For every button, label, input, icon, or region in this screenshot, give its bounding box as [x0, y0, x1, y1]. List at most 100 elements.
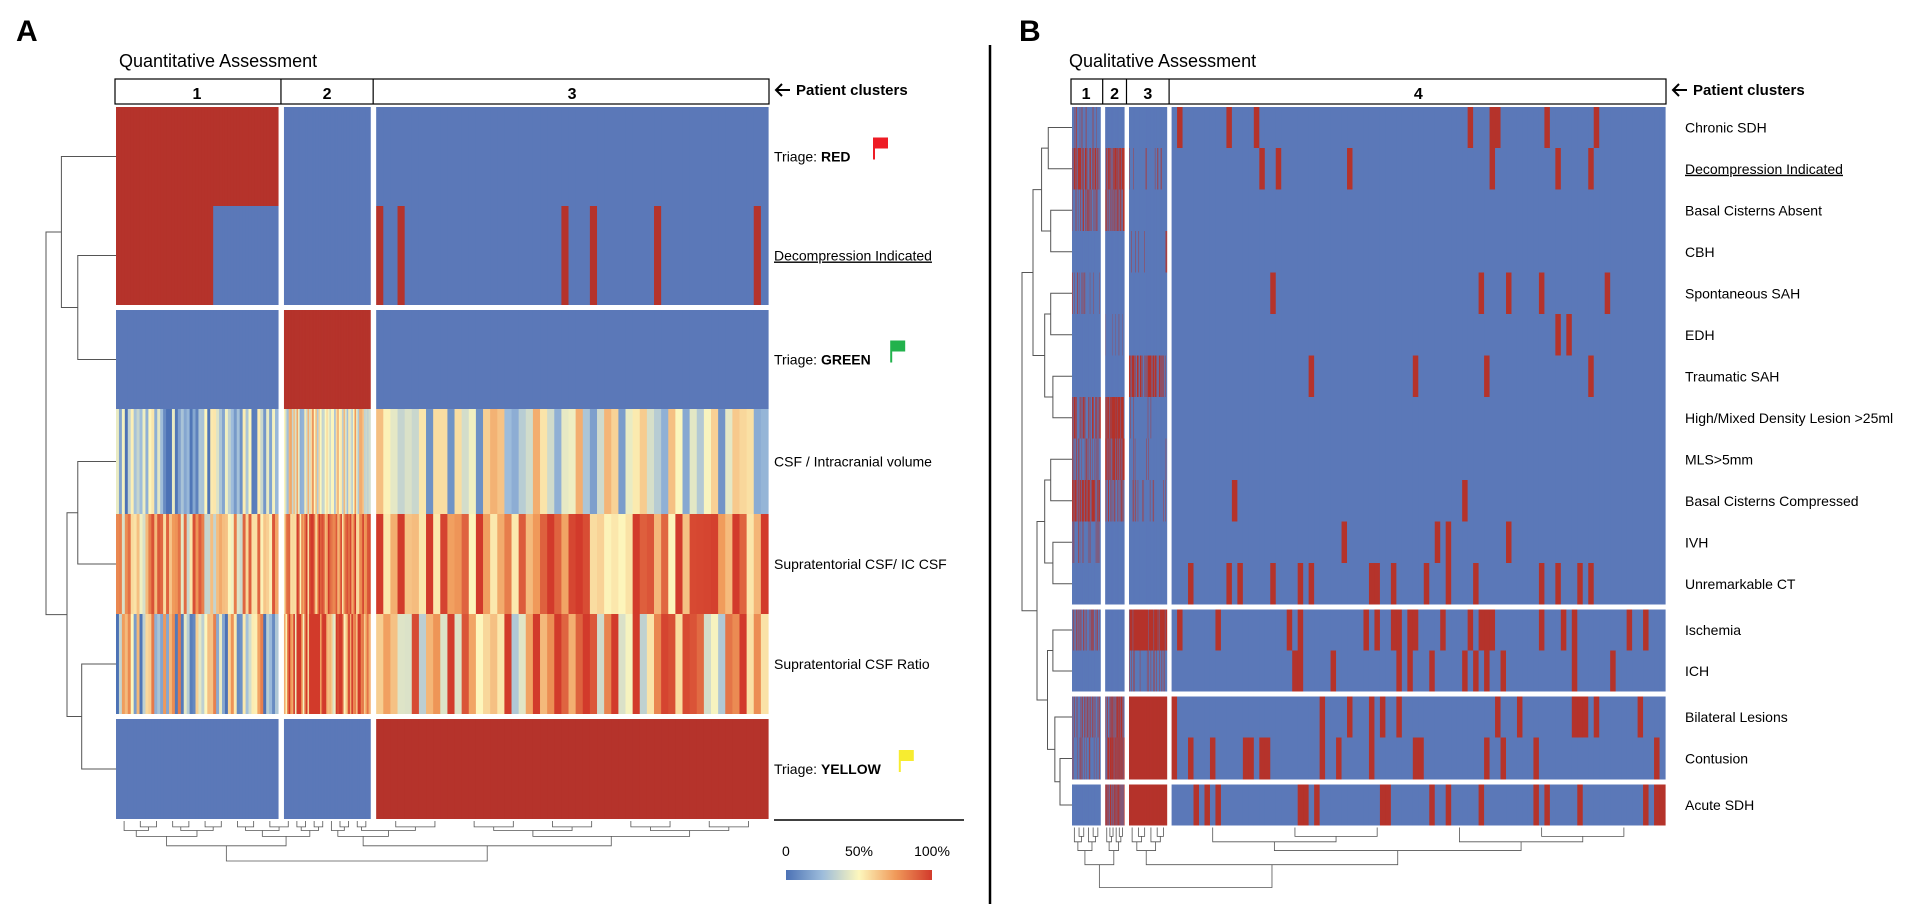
heat-cell: [1659, 107, 1666, 148]
heat-cell: [230, 719, 235, 819]
heat-cell: [1204, 397, 1211, 439]
heat-cell: [1188, 314, 1195, 356]
heat-cell: [248, 310, 253, 409]
heat-cell: [219, 206, 223, 305]
heat-cell: [618, 409, 627, 514]
heat-cell: [1396, 480, 1403, 522]
heat-cell: [1166, 272, 1168, 314]
heat-cell: [151, 614, 155, 714]
heat-cell: [365, 514, 368, 614]
heat-cell: [283, 514, 287, 614]
heat-cell: [689, 107, 698, 206]
heat-cell: [1544, 438, 1551, 480]
heat-cell: [1220, 189, 1228, 231]
heat-cell: [1615, 438, 1622, 480]
heat-cell: [597, 107, 605, 206]
heat-cell: [1654, 272, 1661, 314]
heat-cell: [363, 719, 367, 819]
heat-cell: [365, 614, 368, 714]
heat-cell: [1610, 314, 1617, 356]
heat-cell: [1511, 480, 1518, 522]
heat-cell: [1423, 438, 1430, 480]
heat-cell: [301, 719, 304, 819]
heat-cell: [1418, 438, 1425, 480]
heat-cell: [604, 206, 612, 305]
heat-cell: [1538, 272, 1545, 314]
heat-cell: [1549, 148, 1556, 190]
heat-cell: [368, 310, 371, 409]
heat-cell: [1182, 355, 1189, 397]
heat-cell: [283, 206, 287, 305]
heat-cell: [1390, 189, 1397, 231]
heat-cell: [349, 614, 352, 714]
heat-cell: [561, 514, 570, 614]
heat-cell: [216, 719, 220, 819]
heat-cell: [340, 206, 343, 305]
heat-cell: [1215, 231, 1222, 273]
heat-cell: [352, 514, 356, 614]
heat-cell: [180, 409, 185, 514]
heat-cell: [668, 719, 676, 819]
heat-cell: [1357, 272, 1365, 314]
heat-cell: [1549, 272, 1556, 314]
heat-cell: [511, 719, 520, 819]
heat-cell: [312, 310, 315, 409]
heat-cell: [327, 614, 331, 714]
heat-cell: [1193, 107, 1200, 148]
heat-cell: [1182, 231, 1189, 273]
heat-cell: [320, 107, 323, 206]
heat-cell: [1522, 148, 1529, 190]
heat-cell: [696, 310, 705, 409]
heat-cell: [1166, 148, 1168, 190]
heat-cell: [139, 514, 144, 614]
heat-cell: [166, 614, 170, 714]
heat-cell: [327, 310, 331, 409]
heat-cell: [1253, 355, 1260, 397]
heat-cell: [597, 206, 605, 305]
heat-cell: [335, 206, 338, 305]
heat-cell: [1281, 272, 1288, 314]
heat-cell: [1604, 397, 1611, 439]
heat-cell: [1292, 314, 1299, 356]
heat-cell: [133, 206, 138, 305]
heat-cell: [1418, 397, 1425, 439]
heat-cell: [1385, 355, 1392, 397]
heat-cell: [1648, 231, 1655, 273]
heat-cell: [216, 107, 220, 206]
heat-cell: [343, 719, 346, 819]
heat-cell: [1506, 231, 1513, 273]
heat-cell: [275, 310, 279, 409]
heat-cell: [320, 719, 323, 819]
heat-cell: [301, 409, 304, 514]
heat-cell: [1489, 355, 1496, 397]
heat-cell: [1226, 480, 1233, 522]
heat-cell: [1231, 355, 1238, 397]
heat-cell: [1489, 438, 1496, 480]
heat-cell: [1429, 314, 1436, 356]
row-label: MLS>5mm: [1685, 451, 1753, 467]
heat-cell: [1538, 148, 1545, 190]
heat-cell: [468, 719, 477, 819]
heat-cell: [1253, 231, 1260, 273]
heat-cell: [127, 310, 132, 409]
heat-cell: [1347, 438, 1354, 480]
heat-cell: [490, 409, 498, 514]
heat-cell: [504, 514, 513, 614]
heat-cell: [133, 514, 138, 614]
heat-cell: [1659, 148, 1666, 190]
heat-cell: [360, 409, 363, 514]
heat-cell: [1440, 480, 1447, 522]
heat-cell: [703, 514, 712, 614]
column-dendrogram-branch: [166, 836, 287, 847]
heat-cell: [668, 206, 676, 305]
heat-cell: [321, 614, 324, 714]
heat-cell: [360, 614, 363, 714]
heat-cell: [525, 409, 534, 514]
heat-cell: [1533, 397, 1540, 439]
heat-cell: [330, 310, 334, 409]
heat-cell: [1626, 480, 1633, 522]
heat-cell: [285, 514, 288, 614]
heat-cell: [1357, 355, 1365, 397]
heat-cell: [313, 206, 316, 305]
